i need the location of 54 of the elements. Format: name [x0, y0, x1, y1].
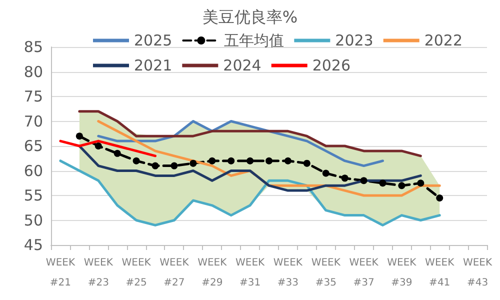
legend-label: 2022 [424, 32, 463, 50]
point [76, 132, 83, 140]
x-tick-label: WEEK #35 [311, 258, 341, 288]
line-series [59, 160, 441, 226]
x-tick-label: WEEK #25 [122, 258, 152, 288]
legend-label: 2025 [134, 32, 172, 50]
point [360, 177, 368, 184]
line-series [59, 140, 157, 158]
y-tick-label: 80 [24, 62, 43, 81]
point [190, 160, 197, 167]
point [284, 157, 292, 164]
y-tick-label: 85 [24, 38, 43, 56]
point [266, 157, 272, 164]
line-series [97, 120, 384, 168]
y-tick-label: 65 [24, 137, 43, 155]
legend-label: 五年均值 [224, 32, 284, 50]
y-tick-label: 55 [24, 186, 43, 204]
point [303, 160, 310, 167]
point [379, 180, 386, 187]
line-series [78, 110, 422, 158]
y-tick-label: 60 [24, 162, 43, 180]
point [322, 170, 330, 177]
point [436, 194, 444, 202]
legend-label: 2021 [134, 56, 172, 74]
point [114, 150, 121, 157]
point [132, 157, 140, 164]
legend-label: 2024 [223, 56, 262, 74]
point [417, 180, 424, 187]
legend-label: 2023 [335, 32, 374, 50]
x-tick-label: WEEK #23 [84, 258, 114, 288]
x-tick-label: WEEK #29 [198, 258, 228, 288]
x-tick-label: WEEK #33 [273, 258, 303, 288]
point [170, 162, 178, 170]
y-tick-label: 50 [24, 211, 43, 230]
legend-label: 2026 [312, 56, 351, 74]
x-tick-label: WEEK #41 [425, 258, 455, 288]
x-tick-label: WEEK #21 [46, 258, 76, 288]
y-tick-label: 75 [24, 88, 43, 106]
chart-title: 美豆优良率% [202, 8, 298, 26]
x-tick-label: WEEK #31 [235, 258, 266, 288]
x-tick-label: WEEK #39 [387, 258, 417, 288]
point [152, 162, 159, 170]
y-tick-label: 70 [24, 112, 43, 130]
y-tick-label: 45 [24, 236, 43, 254]
point [341, 174, 348, 182]
point [228, 157, 235, 164]
point [246, 157, 254, 164]
x-tick-label: WEEK #37 [349, 258, 379, 288]
x-tick-label: WEEK #43 [462, 258, 492, 288]
point [398, 182, 406, 190]
point [94, 142, 102, 150]
line-series [78, 144, 422, 192]
x-tick-label: WEEK #27 [160, 258, 190, 288]
point [208, 157, 216, 164]
